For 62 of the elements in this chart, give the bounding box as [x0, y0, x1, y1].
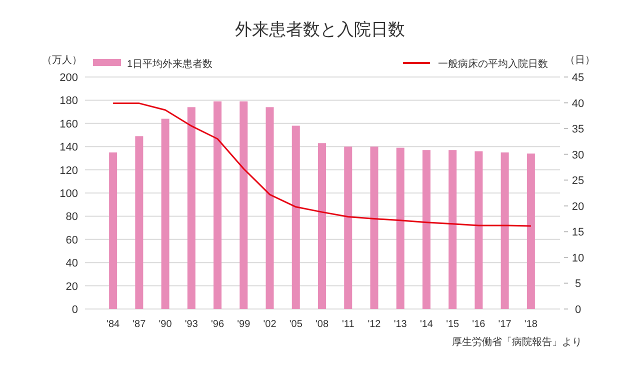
x-tick-label: '90	[158, 319, 172, 330]
bar	[240, 101, 248, 309]
bar	[396, 148, 404, 309]
x-tick-label: '87	[132, 319, 146, 330]
x-tick-label: '96	[211, 319, 224, 330]
y2-tick-label: 0	[574, 304, 582, 316]
line-series	[112, 102, 532, 227]
bar	[109, 152, 118, 309]
y2-tick-label: 30	[572, 149, 584, 162]
bar	[318, 143, 326, 309]
y2-axis-title: （日）	[565, 55, 595, 66]
legend-label: 一般病床の平均入院日数	[438, 58, 548, 70]
x-tick-label: '93	[184, 319, 198, 330]
y-tick-label: 180	[60, 95, 78, 108]
y2-tick-label: 25	[572, 175, 584, 188]
bar	[474, 151, 483, 309]
y2-tick-label: 15	[572, 226, 584, 239]
bar	[500, 152, 509, 309]
y2-tick-label: 10	[572, 252, 584, 264]
bar	[135, 136, 144, 309]
x-tick-label: '13	[394, 319, 408, 330]
x-tick-label: '84	[106, 319, 120, 330]
y2-tick-label: 5	[574, 278, 582, 290]
bar	[422, 150, 430, 309]
x-tick-label: '99	[237, 319, 251, 330]
bar	[370, 146, 378, 309]
y-tick-label: 140	[60, 142, 78, 154]
bar	[526, 154, 535, 309]
y2-tick-label: 20	[572, 200, 584, 213]
y-tick-label: 0	[72, 304, 78, 316]
text: 厚生労働省「病院報告」より	[452, 336, 582, 348]
x-tick-label: '14	[420, 319, 434, 330]
x-tick-label: '15	[446, 319, 460, 330]
x-tick-label: '05	[289, 319, 303, 330]
bar	[266, 107, 274, 309]
y-axis-title: （万人）	[42, 55, 82, 66]
y2-tick-label: 40	[572, 98, 584, 110]
x-tick-label: '16	[472, 319, 486, 330]
chart-title: 外来患者数と入院日数	[235, 20, 405, 39]
y-tick-label: 60	[66, 234, 78, 246]
legend-label: 1日平均外来患者数	[127, 58, 213, 70]
y-tick-label: 160	[60, 118, 78, 130]
x-tick-label: '18	[524, 319, 538, 330]
bar	[187, 107, 196, 309]
x-tick-label: '02	[263, 319, 277, 330]
y-tick-label: 100	[60, 188, 78, 200]
x-tick-label: '08	[315, 319, 329, 330]
y-tick-label: 200	[60, 72, 78, 84]
y-tick-label: 20	[66, 280, 78, 293]
y-tick-label: 40	[66, 258, 78, 270]
x-tick-label: '17	[498, 319, 512, 330]
y2-tick-label: 35	[572, 124, 584, 136]
x-tick-label: '12	[368, 319, 382, 330]
bar	[344, 146, 352, 309]
y-tick-label: 120	[60, 164, 78, 177]
bar	[292, 126, 300, 309]
bar	[214, 101, 222, 309]
y-tick-label: 80	[66, 211, 78, 224]
y2-tick-label: 45	[572, 72, 584, 84]
bar	[161, 118, 170, 309]
x-tick-label: '11	[342, 319, 355, 330]
bar	[448, 150, 457, 309]
